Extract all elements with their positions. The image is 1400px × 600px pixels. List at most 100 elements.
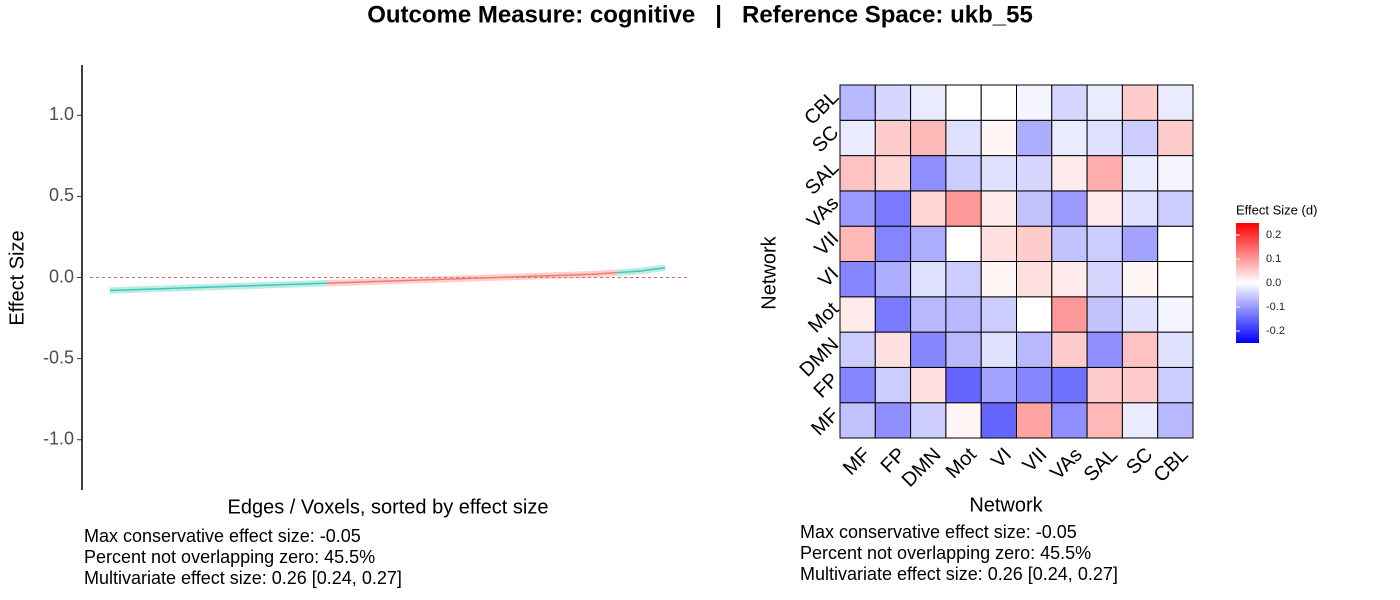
heatmap-cell (1051, 331, 1088, 368)
heatmap-cell (1086, 366, 1123, 404)
confidence-band (616, 264, 665, 276)
heatmap-cell (839, 402, 876, 439)
heatmap-cell (1086, 331, 1123, 368)
heatmap-cell (1016, 331, 1053, 368)
heatmap-cell (1086, 155, 1123, 192)
heatmap-cell (1051, 261, 1088, 298)
heatmap-cell (839, 225, 876, 262)
y-tick-label: -1.0 (43, 428, 74, 448)
heatmap-cell (874, 190, 912, 227)
heatmap-cell (1121, 190, 1159, 227)
heatmap-cell (910, 261, 947, 298)
heatmap-cell (910, 331, 947, 368)
heatmap-cell (945, 402, 982, 439)
heatmap-cell (980, 225, 1018, 262)
heatmap-cell (910, 402, 947, 439)
heatmap-cell (1086, 296, 1123, 333)
heatmap-cell (980, 296, 1018, 333)
heatmap-cell (874, 84, 912, 121)
heatmap-cell (839, 296, 876, 333)
heatmap-cell (910, 119, 947, 157)
y-tick-label: MF (807, 404, 843, 440)
heatmap-cell (1086, 84, 1123, 121)
heatmap-cell (980, 84, 1018, 121)
heatmap-cell (1086, 402, 1123, 439)
heatmap-cell (839, 119, 876, 157)
y-tick-label: VI (814, 263, 843, 292)
heatmap-cell (1157, 155, 1194, 192)
heatmap-cell (1051, 366, 1088, 404)
heatmap-cell (839, 84, 876, 121)
heatmap-cell (1121, 225, 1159, 262)
x-tick-label: VII (1019, 444, 1052, 477)
heatmap-cell (1051, 402, 1088, 439)
x-tick-label: DMN (898, 444, 946, 492)
heatmap-cell (910, 190, 947, 227)
y-tick-label: 1.0 (49, 104, 74, 124)
heatmap-cell (1157, 225, 1194, 262)
colorbar-tick-label: -0.2 (1266, 325, 1285, 337)
heatmap-cell (1051, 296, 1088, 333)
heatmap-cell (1086, 261, 1123, 298)
heatmap-cell (945, 331, 982, 368)
heatmap-cell (1051, 119, 1088, 157)
heatmap-cell (1016, 296, 1053, 333)
heatmap-cell (910, 225, 947, 262)
x-tick-label: VAs (1046, 444, 1086, 484)
heatmap-cell (874, 155, 912, 192)
heatmap-cell (980, 366, 1018, 404)
heatmap-cell (1016, 155, 1053, 192)
heatmap-cell (910, 296, 947, 333)
heatmap-cell (945, 190, 982, 227)
heatmap-cell (910, 155, 947, 192)
heatmap-cell (1157, 119, 1194, 157)
y-tick-label: -0.5 (43, 347, 74, 367)
x-axis-title: Edges / Voxels, sorted by effect size (228, 496, 549, 518)
heatmap-cell (945, 296, 982, 333)
heatmap-cell (945, 225, 982, 262)
heatmap-cell (1121, 331, 1159, 368)
x-tick-label: CBL (1150, 444, 1193, 487)
colorbar-tick-label: 0.1 (1266, 253, 1281, 265)
y-axis-title: Network (758, 235, 780, 309)
annotation: Percent not overlapping zero: 45.5% (84, 547, 375, 567)
heatmap-cell (1051, 155, 1088, 192)
heatmap-cell (945, 366, 982, 404)
heatmap-cell (945, 261, 982, 298)
x-tick-label: VI (987, 444, 1016, 473)
colorbar-tick-label: 0.0 (1266, 277, 1281, 289)
heatmap-cell (1121, 119, 1159, 157)
x-tick-label: SAL (1080, 444, 1122, 486)
y-axis-title: Effect Size (6, 230, 28, 325)
y-tick-label: CBL (800, 86, 843, 129)
heatmap-cell (1157, 296, 1194, 333)
legend-title: Effect Size (d) (1236, 202, 1317, 217)
heatmap-cell (1016, 190, 1053, 227)
heatmap-cell (1016, 366, 1053, 404)
heatmap-cell (1086, 119, 1123, 157)
heatmap-cell (1016, 84, 1053, 121)
x-tick-label: MF (839, 444, 875, 480)
heatmap-cell (1051, 225, 1088, 262)
heatmap-cell (1121, 261, 1159, 298)
effect-line (327, 271, 617, 284)
heatmap-cell (980, 261, 1018, 298)
annotation: Max conservative effect size: -0.05 (800, 522, 1077, 542)
effect-line (109, 282, 328, 292)
heatmap-cell (945, 84, 982, 121)
annotation: Multivariate effect size: 0.26 [0.24, 0.… (84, 568, 402, 588)
figure-title: Outcome Measure: cognitive | Reference S… (367, 1, 1033, 28)
heatmap-cell (839, 155, 876, 192)
heatmap-cell (980, 190, 1018, 227)
heatmap-cell (1157, 402, 1194, 439)
annotation: Multivariate effect size: 0.26 [0.24, 0.… (800, 564, 1118, 584)
heatmap-cell (839, 366, 876, 404)
heatmap-cell (874, 261, 912, 298)
heatmap-cell (1157, 261, 1194, 298)
heatmap-cell (1016, 119, 1053, 157)
heatmap-cell (1121, 366, 1159, 404)
heatmap-cell (874, 402, 912, 439)
heatmap-cell (1121, 402, 1159, 439)
y-tick-label: DMN (796, 333, 844, 381)
